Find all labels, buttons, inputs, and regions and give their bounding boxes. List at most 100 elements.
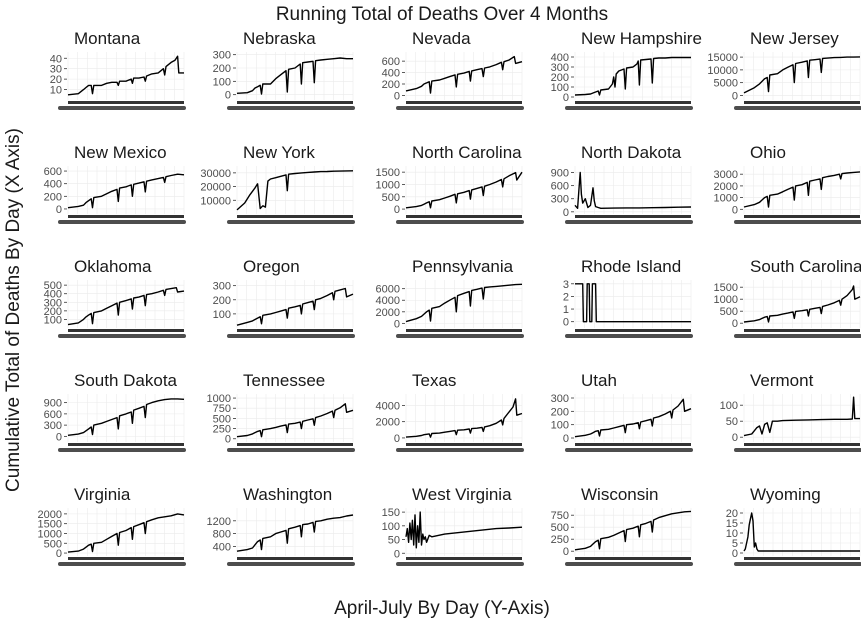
x-tick-marks <box>575 101 691 104</box>
x-tick-marks <box>68 329 184 332</box>
y-tick-label: 1000 <box>376 179 400 191</box>
x-tick-marks <box>575 557 691 560</box>
panel-vermont: Vermont 0 50 100 <box>720 371 861 452</box>
y-tick-label: 3000 <box>714 169 738 181</box>
y-tick-label: 300 <box>213 281 231 293</box>
panel-west-virginia: West Virginia 050 100 150 <box>382 485 524 566</box>
y-tick-label: 20 <box>726 508 738 520</box>
y-tick-label: 500 <box>213 413 231 425</box>
y-tick-label: 0 <box>563 92 569 104</box>
chart-title: Running Total of Deaths Over 4 Months <box>276 4 608 25</box>
x-tick-labels-overlapped <box>396 106 524 110</box>
x-tick-labels-overlapped <box>396 220 524 224</box>
y-tick-label: 6000 <box>376 284 400 296</box>
x-tick-labels-overlapped <box>734 448 861 452</box>
y-tick-label: 0 <box>394 90 400 102</box>
panel-title: New Hampshire <box>581 29 702 48</box>
y-tick-label: 0 <box>394 548 400 560</box>
y-tick-label: 250 <box>213 424 231 436</box>
y-tick-label: 1000 <box>714 294 738 306</box>
series-line-texas <box>405 398 523 438</box>
y-tick-label: 1 <box>563 304 569 316</box>
y-tick-label: 100 <box>382 521 400 533</box>
y-tick-label: 0 <box>732 432 738 444</box>
y-tick-label: 30 <box>50 64 62 76</box>
x-tick-labels-overlapped <box>734 106 861 110</box>
y-tick-label: 0 <box>225 90 231 102</box>
series-line-new-mexico <box>67 173 185 209</box>
x-tick-marks <box>237 101 353 104</box>
y-tick-label: 250 <box>551 534 569 546</box>
x-tick-marks <box>68 557 184 560</box>
series-line-oklahoma <box>67 287 185 326</box>
y-tick-label: 500 <box>44 538 62 550</box>
y-tick-label: 0 <box>563 207 569 219</box>
x-tick-marks <box>575 215 691 218</box>
y-axis-title: Cumulative Total of Deaths By Day (X Axi… <box>3 128 24 492</box>
panel-title: New Jersey <box>750 29 839 48</box>
x-tick-labels-overlapped <box>227 334 355 338</box>
y-tick-label: 1000 <box>38 528 62 540</box>
series-line-oregon <box>236 287 354 326</box>
y-tick-label: 400 <box>213 541 231 553</box>
y-tick-label: 10 <box>50 85 62 97</box>
x-tick-labels-overlapped <box>227 448 355 452</box>
y-tick-label: 0 <box>563 317 569 329</box>
y-tick-label: 0 <box>56 431 62 443</box>
panel-title: Rhode Island <box>581 257 681 276</box>
x-tick-labels-overlapped <box>58 562 186 566</box>
series-line-tennessee <box>236 403 354 438</box>
series-line-utah <box>574 398 692 438</box>
y-tick-label: 600 <box>44 166 62 178</box>
x-tick-marks <box>575 329 691 332</box>
x-axis-title: April-July By Day (Y-Axis) <box>334 598 550 619</box>
y-tick-label: 30000 <box>200 168 231 180</box>
y-tick-label: 2 <box>563 291 569 303</box>
y-tick-label: 100 <box>44 314 62 326</box>
y-tick-label: 100 <box>551 420 569 432</box>
series-line-west-virginia <box>405 511 523 549</box>
series-line-wisconsin <box>574 510 692 551</box>
y-tick-label: 10000 <box>200 195 231 207</box>
x-tick-marks <box>575 443 691 446</box>
panel-title: Nevada <box>412 29 471 48</box>
x-tick-labels-overlapped <box>565 106 693 110</box>
x-tick-marks <box>237 557 353 560</box>
series-line-nevada <box>405 55 523 94</box>
y-tick-label: 400 <box>382 68 400 80</box>
x-tick-labels-overlapped <box>565 220 693 224</box>
x-tick-marks <box>744 101 860 104</box>
y-tick-label: 4000 <box>376 295 400 307</box>
y-tick-label: 10000 <box>707 65 738 77</box>
panel-title: New York <box>243 143 315 162</box>
y-tick-label: 500 <box>382 192 400 204</box>
panel-title: Washington <box>243 485 332 504</box>
y-tick-label: 2000 <box>376 307 400 319</box>
y-tick-label: 20 <box>50 74 62 86</box>
series-line-ohio <box>743 171 861 208</box>
series-line-south-carolina <box>743 285 861 323</box>
x-tick-marks <box>406 101 522 104</box>
y-tick-label: 200 <box>551 406 569 418</box>
y-tick-label: 300 <box>551 393 569 405</box>
y-tick-label: 600 <box>44 409 62 421</box>
series-line-vermont <box>743 396 860 437</box>
x-tick-marks <box>744 215 860 218</box>
panel-title: Pennsylvania <box>412 257 514 276</box>
x-tick-marks <box>237 443 353 446</box>
y-tick-label: 0 <box>56 548 62 560</box>
x-tick-marks <box>68 443 184 446</box>
panel-title: Nebraska <box>243 29 316 48</box>
y-tick-label: 0 <box>225 434 231 446</box>
series-line-north-carolina <box>405 171 523 209</box>
x-tick-labels-overlapped <box>734 562 861 566</box>
y-tick-label: 0 <box>563 433 569 445</box>
